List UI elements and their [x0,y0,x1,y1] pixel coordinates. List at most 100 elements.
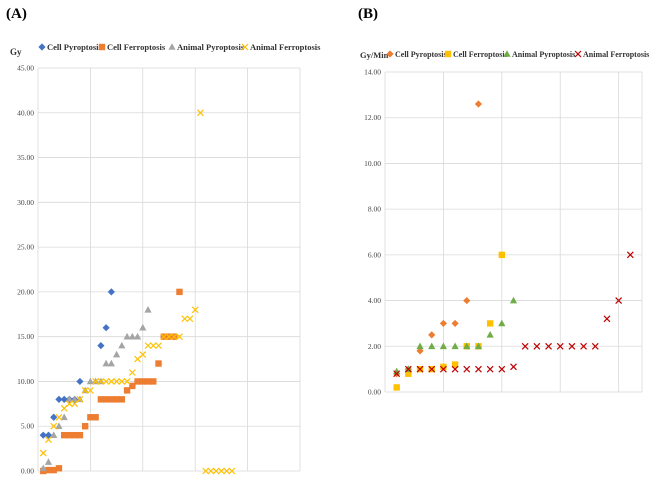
data-point [228,467,236,475]
data-point [533,342,541,350]
y-tick-label: 30.00 [17,198,34,207]
data-point [108,396,115,403]
data-point [615,297,623,304]
data-point [66,431,73,439]
data-point [486,331,494,338]
data-point [123,332,131,340]
data-point [129,382,136,390]
panel-b: (B) Gy/Min 0.00 2.00 4.00 6.00 8.00 10.00 12.00 1… [330,0,657,485]
data-point [107,378,115,385]
legend-marker-diamond [386,50,394,58]
data-point [165,333,173,341]
data-point [451,361,459,368]
data-point [123,387,131,394]
data-point [60,395,68,403]
y-tick-label: 40.00 [17,108,34,117]
legend-label: Cell Ferroptosis [453,50,508,59]
data-point [92,414,99,421]
y-tick-label: 10.00 [364,159,381,168]
data-point [509,296,518,304]
y-tick-label: 6.00 [368,250,381,259]
series-animal-pyroptosis [393,296,518,375]
data-point [197,109,204,117]
y-tick-label: 25.00 [17,243,34,252]
data-point [55,422,63,430]
data-point [107,288,115,296]
legend-entry-animal-ferroptosis: Animal Ferroptosis [574,50,649,59]
legend-label: Animal Ferroptosis [583,50,649,59]
legend-entry-cell-pyroptosis: Cell Pyroptosis [38,42,103,52]
data-point [139,378,146,385]
data-point [498,319,506,327]
data-point [76,377,84,386]
legend-entry-cell-pyroptosis: Cell Pyroptosis [386,50,447,59]
data-point [102,378,110,385]
y-tick-label: 4.00 [368,296,381,305]
data-point [60,413,68,421]
legend-marker-square [98,43,106,51]
data-point [404,365,412,373]
data-point [176,288,183,296]
y-tick-label: 45.00 [17,64,34,73]
data-point [55,465,63,472]
data-point [144,378,152,385]
y-tick-label: 0.00 [21,467,34,476]
data-point [440,363,447,371]
data-point [50,431,58,438]
data-point [428,342,436,350]
series-cell-pyroptosis [39,288,115,439]
legend-entry-cell-ferroptosis: Cell Ferroptosis [98,42,166,52]
data-point [474,100,483,108]
data-point [50,466,57,474]
data-point [176,333,183,341]
y-tick-label: 20.00 [17,287,34,296]
data-point [451,365,459,373]
data-point [123,378,131,385]
data-point [486,320,494,327]
data-point [39,431,47,439]
data-point [463,342,471,350]
data-point [97,342,105,350]
data-point [498,251,506,259]
data-point [76,395,84,403]
data-point [149,342,157,350]
data-point [144,342,152,350]
data-point [55,395,63,403]
data-point [81,423,89,430]
data-point [474,342,483,350]
legend-marker-square [444,50,452,58]
data-point [71,431,78,439]
series-animal-ferroptosis [39,109,236,475]
data-point [181,315,189,323]
data-point [39,464,47,472]
panel-a-grid [37,67,301,472]
data-point [118,341,126,349]
data-point [144,306,152,313]
y-tick-label: 10.00 [17,377,34,386]
data-point [97,378,105,385]
panel-b-unit-label: Gy/Min [360,50,389,60]
data-point [66,400,73,408]
data-point [416,347,424,355]
data-point [92,378,100,385]
data-point [44,458,53,465]
data-point [498,365,506,373]
data-point [65,395,74,403]
data-point [155,360,162,367]
data-point [556,342,564,350]
data-point [217,467,225,475]
data-point [405,370,412,377]
panel-b-title: (B) [358,6,378,22]
y-tick-label: 35.00 [17,153,34,162]
data-point [71,395,79,403]
data-point [133,332,142,340]
chart-b-svg: (B) Gy/Min 0.00 2.00 4.00 6.00 8.00 10.00 12.00 1… [358,6,649,397]
legend-entry-animal-ferroptosis: Animal Ferroptosis [241,42,321,52]
data-point [155,342,162,350]
data-point [150,378,157,385]
data-point [207,467,215,475]
data-point [97,396,105,403]
data-point [202,467,210,475]
data-point [393,370,401,378]
data-point [416,365,424,373]
